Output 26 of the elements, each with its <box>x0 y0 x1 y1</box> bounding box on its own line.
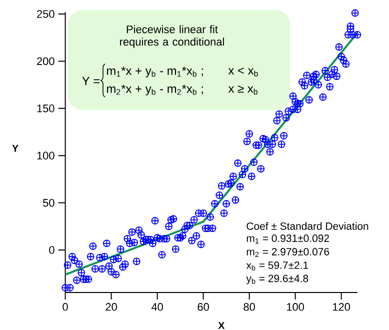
y-tick-label: 50 <box>43 198 54 207</box>
x-tick-label: 20 <box>106 303 117 311</box>
x-tick-label: 100 <box>286 303 304 311</box>
annotation: Coef ± Standard Deviation <box>246 222 368 230</box>
annotation: Y = <box>82 76 100 86</box>
x-tick-label: 80 <box>244 303 255 311</box>
annotation: y$_{b}$ = 29.6±4.8 <box>246 274 308 284</box>
y-axis-title: Y <box>12 144 18 152</box>
text: m$_{1}$*x + y$_{b}$ - m$_{1}$*x$_{b}$ ; <box>107 66 203 78</box>
x-tick-label: 40 <box>151 303 163 311</box>
annotation: m$_{2}$ = 2.979±0.076 <box>246 248 330 257</box>
annotation: x$_{b}$ = 59.7±2.1 <box>246 262 308 271</box>
x-tick-label: 0 <box>62 303 68 311</box>
annotation: x < x$_{b}$ <box>228 68 258 76</box>
x-tick-label: 60 <box>198 303 209 311</box>
annotation: m$_{1}$ = 0.931±0.092 <box>246 234 329 244</box>
y-tick-label: 250 <box>37 10 54 18</box>
annotation: Piecewise linear fit requires a conditional <box>120 25 224 48</box>
y-tick-label: 200 <box>37 57 54 66</box>
annotation: x ≥ x$_{b}$ <box>228 85 258 95</box>
text: m$_{2}$*x + y$_{b}$ - m$_{2}$*x$_{b}$ ; <box>107 84 203 96</box>
y-tick-label: 100 <box>37 152 54 160</box>
x-axis-title: X <box>218 322 225 329</box>
y-tick-label: 150 <box>37 104 54 112</box>
x-tick-label: 120 <box>332 303 350 311</box>
y-tick-label: 0 <box>49 246 54 254</box>
